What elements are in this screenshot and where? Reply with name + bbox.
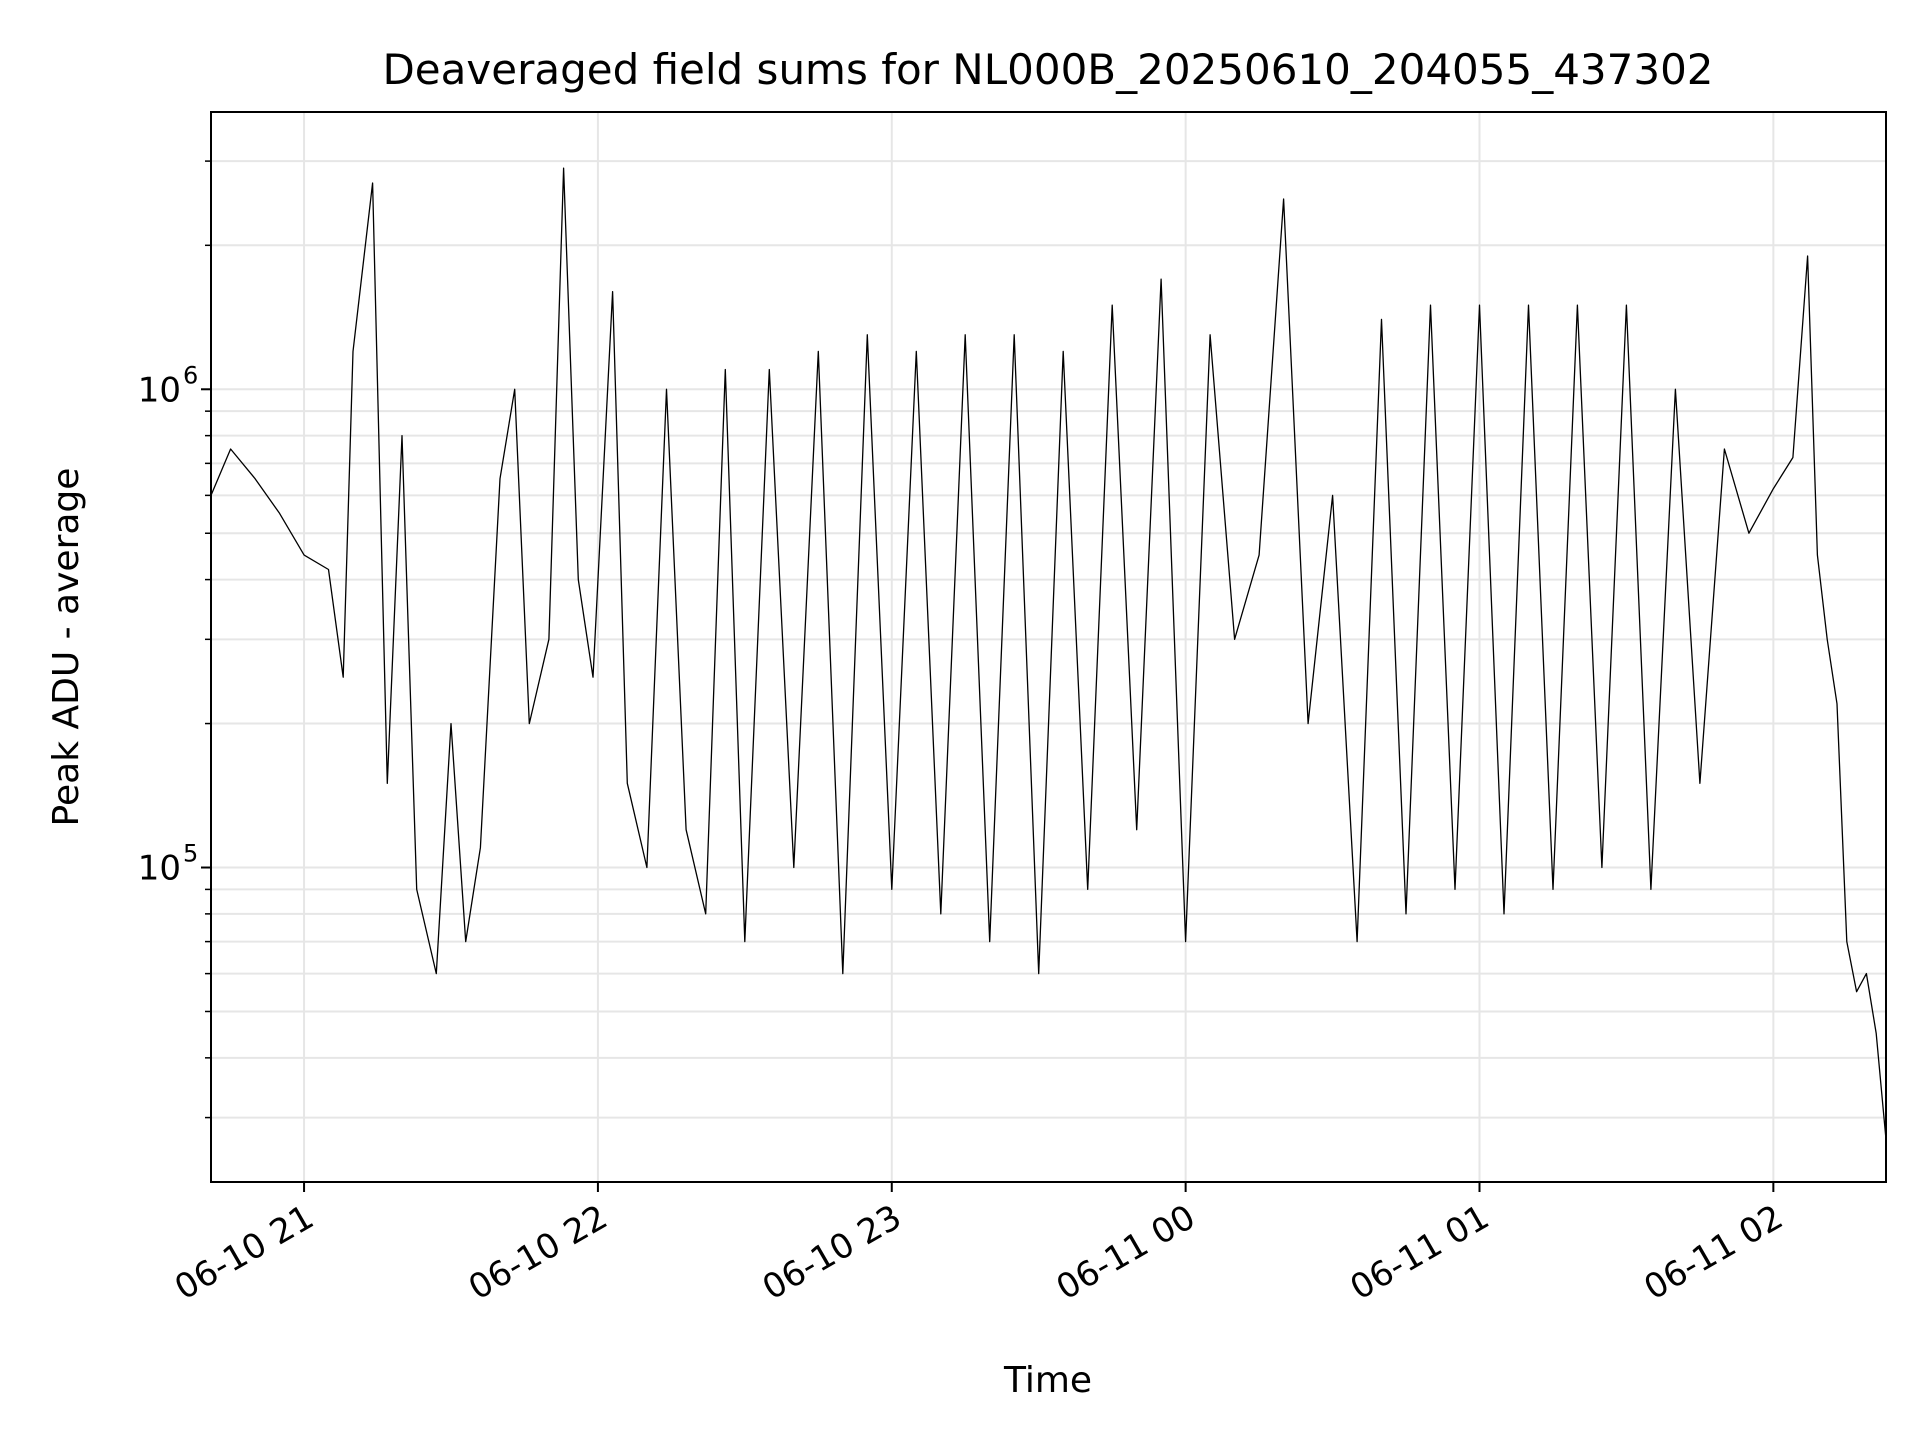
x-tick-label: 06-10 23 [756, 1197, 908, 1308]
x-tick-label: 06-10 21 [168, 1197, 320, 1308]
y-tick-exponent: 5 [183, 840, 198, 868]
x-axis: 06-10 21 06-10 22 06-10 23 06-11 00 06-11 01… [168, 1182, 1790, 1308]
x-axis-label: Time [1003, 1360, 1092, 1401]
y-tick-label: 10 [138, 370, 181, 410]
minor-grid [211, 160, 1886, 1119]
x-tick-label: 06-11 01 [1344, 1197, 1496, 1308]
x-tick-label: 06-11 02 [1637, 1197, 1789, 1308]
y-tick-exponent: 6 [183, 361, 198, 389]
major-grid [211, 112, 1886, 1182]
x-tick-label: 06-11 00 [1050, 1197, 1202, 1308]
series-line [210, 167, 1887, 1140]
y-axis-label: Peak ADU - average [46, 468, 87, 827]
plot-frame [210, 111, 1887, 1183]
x-tick-label: 06-10 22 [462, 1197, 614, 1308]
y-tick-label: 10 [138, 849, 181, 889]
chart-title: Deaveraged field sums for NL000B_2025061… [382, 45, 1713, 94]
